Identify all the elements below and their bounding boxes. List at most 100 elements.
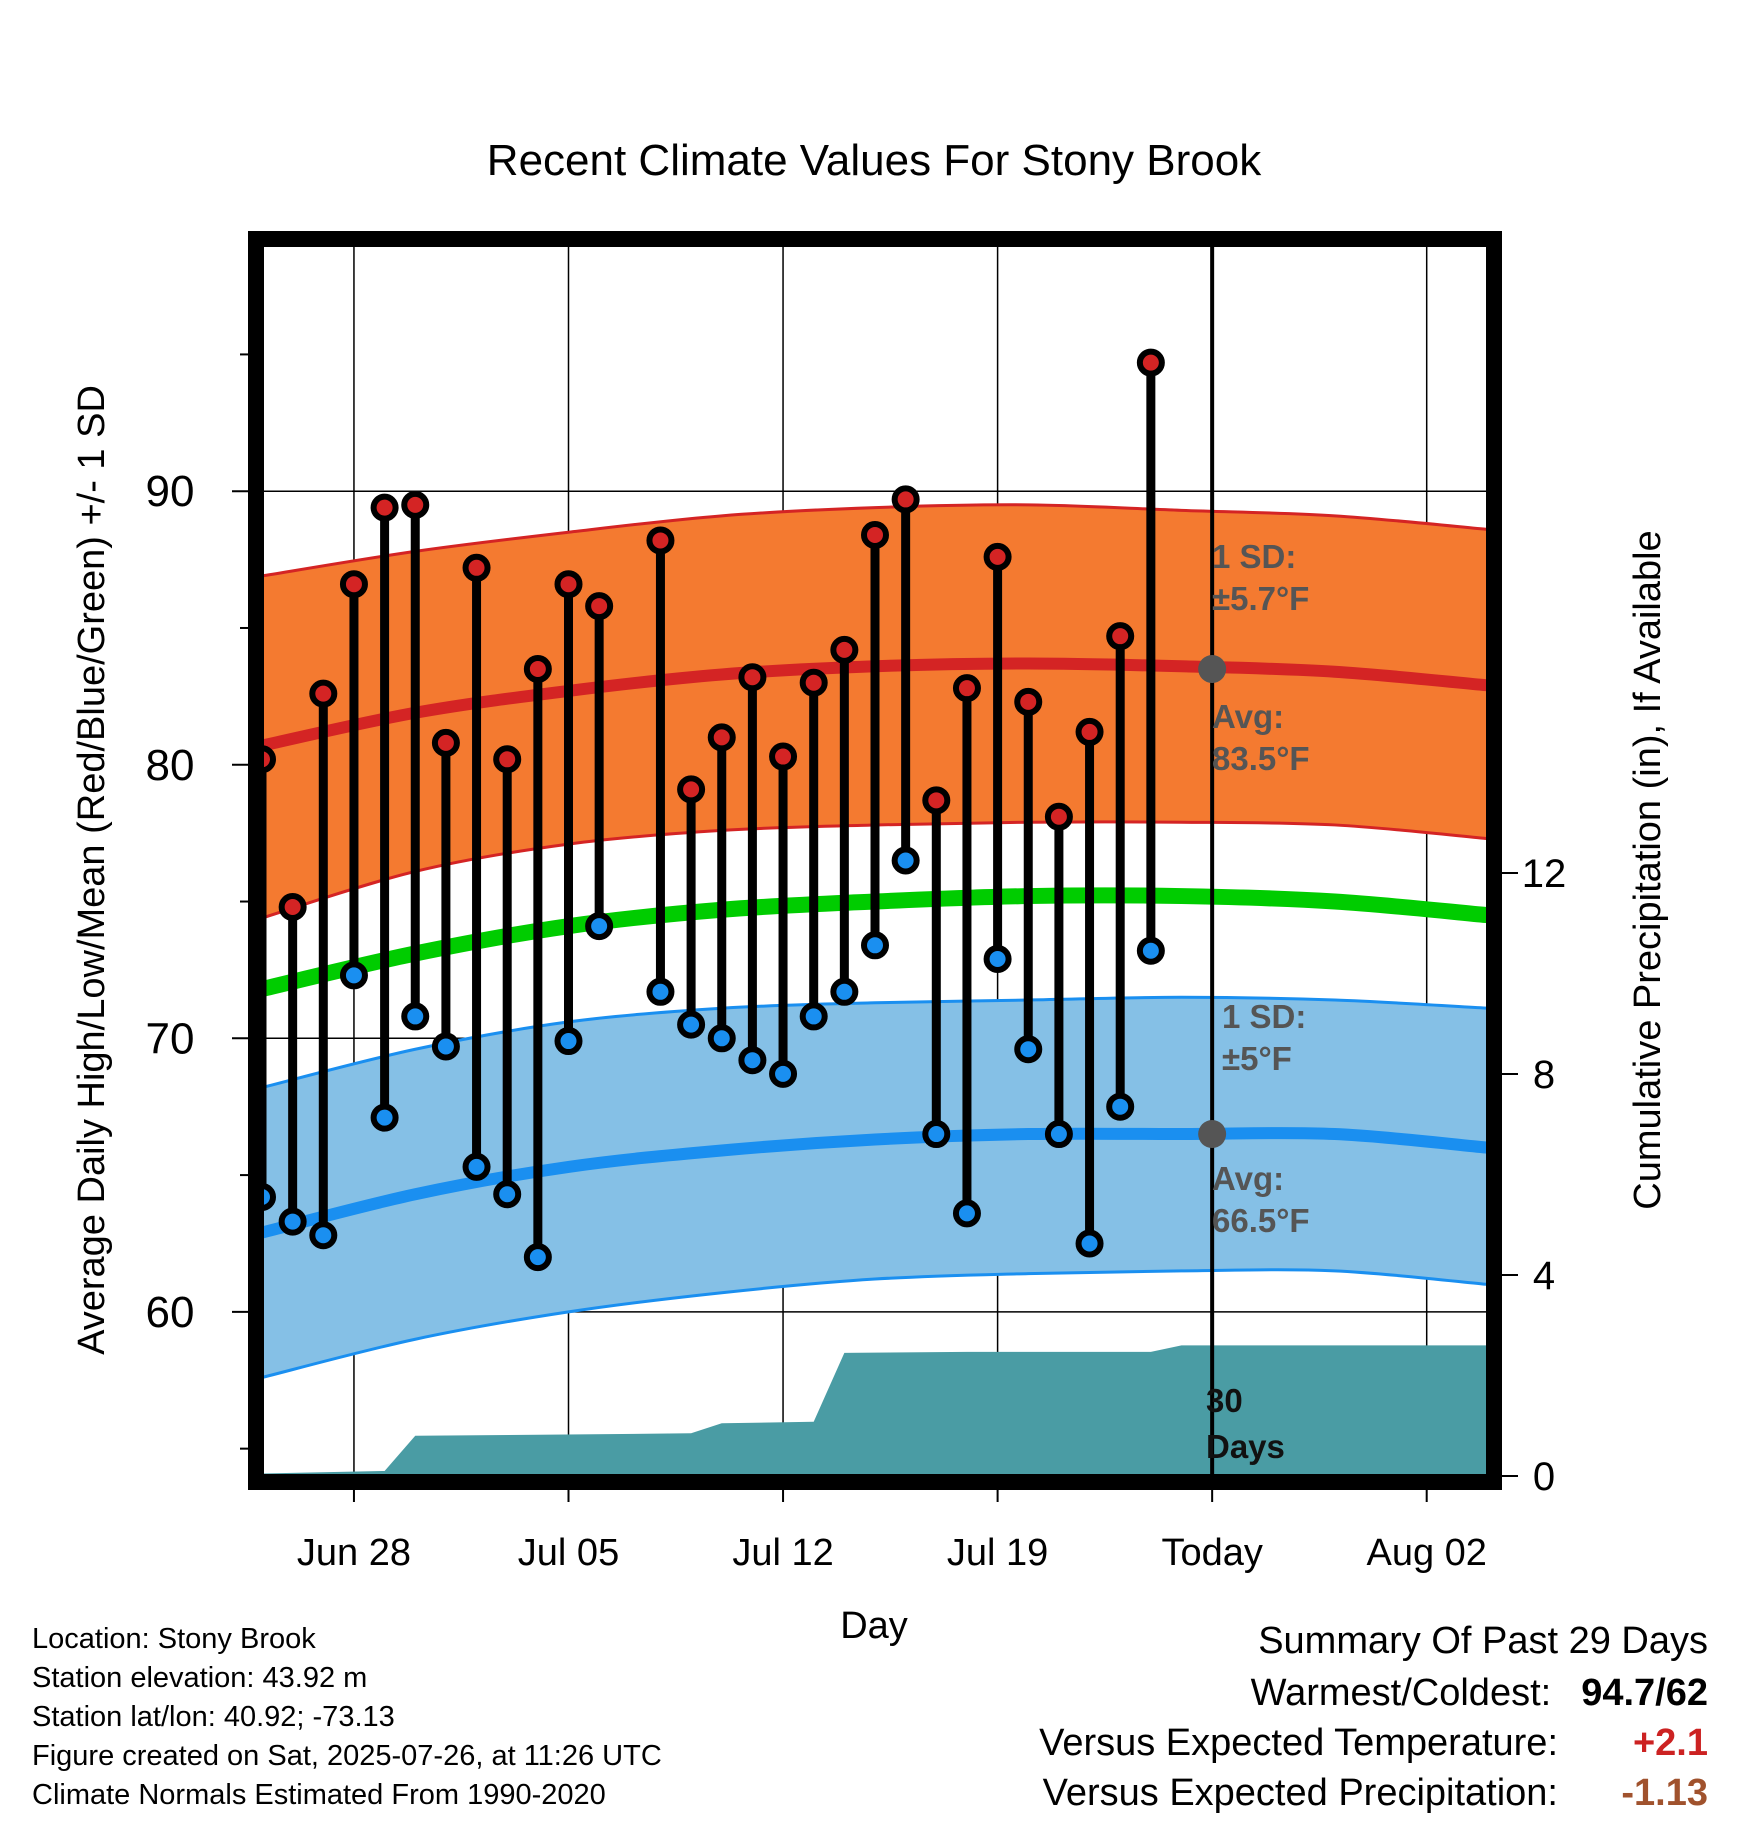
- precipitation-area: [262, 1345, 1488, 1476]
- day-high-point-28: [1106, 622, 1135, 651]
- day-high-point-6: [431, 728, 460, 757]
- y-tick-label-3: 90: [146, 467, 195, 516]
- x-tick-label-4: Today: [1161, 1532, 1262, 1574]
- day-high-point-10: [554, 570, 583, 599]
- plot-frame: [248, 231, 1502, 1490]
- day-low-point-22: [922, 1120, 951, 1149]
- day-high-point-17: [769, 742, 798, 771]
- station-info: Location: Stony Brook Station elevation:…: [32, 1620, 662, 1815]
- day-low-point-9: [523, 1243, 552, 1272]
- today-high-avg-marker: [1198, 655, 1227, 684]
- plot-border: [248, 231, 1502, 1490]
- low-avg-value: 66.5°F: [1212, 1202, 1310, 1239]
- y2-tick-label-1: 4: [1533, 1254, 1555, 1298]
- y2-tick-label-2: 8: [1533, 1053, 1555, 1097]
- y-tick-label-2: 80: [146, 741, 195, 790]
- summary-panel: Summary Of Past 29 Days Warmest/Coldest:…: [948, 1616, 1708, 1818]
- day-low-point-1: [278, 1207, 307, 1236]
- days-count: 30: [1206, 1382, 1243, 1419]
- day-low-point-8: [493, 1180, 522, 1209]
- elevation-text: Station elevation: 43.92 m: [32, 1662, 368, 1694]
- y-left-axis-label: Average Daily High/Low/Mean (Red/Blue/Gr…: [71, 385, 113, 1355]
- day-low-point-28: [1106, 1092, 1135, 1121]
- day-low-point-27: [1075, 1229, 1104, 1258]
- low-sd-value: ±5°F: [1222, 1040, 1292, 1077]
- x-axis-label: Day: [840, 1605, 908, 1647]
- day-high-point-3: [339, 570, 368, 599]
- day-low-point-24: [983, 944, 1012, 973]
- y2-tick-label-0: 0: [1533, 1455, 1555, 1499]
- day-low-point-7: [462, 1152, 491, 1181]
- day-low-point-15: [707, 1024, 736, 1053]
- y-tick-label-1: 70: [146, 1014, 195, 1063]
- day-high-point-20: [861, 520, 889, 549]
- day-low-point-20: [861, 931, 889, 960]
- summary-temp: Versus Expected Temperature: +2.1: [948, 1718, 1708, 1768]
- day-low-point-11: [585, 912, 614, 941]
- precip-area: [262, 1345, 1488, 1476]
- precip-value: -1.13: [1621, 1772, 1708, 1814]
- temp-value: +2.1: [1632, 1722, 1708, 1764]
- day-low-point-14: [677, 1010, 706, 1039]
- days-label: Days: [1206, 1428, 1285, 1465]
- low-sd-label: 1 SD:: [1222, 998, 1306, 1035]
- day-low-point-6: [431, 1032, 460, 1061]
- day-high-point-25: [1014, 687, 1043, 716]
- precip-label: Versus Expected Precipitation:: [1042, 1772, 1558, 1814]
- x-tick-label-0: Jun 28: [297, 1532, 411, 1574]
- day-high-point-8: [493, 745, 522, 774]
- day-low-point-29: [1136, 936, 1165, 965]
- day-low-point-4: [370, 1103, 399, 1132]
- y-tick-label-0: 60: [146, 1288, 195, 1337]
- day-high-point-7: [462, 553, 491, 582]
- day-high-point-13: [646, 526, 675, 555]
- warm-cold-value: 94.7/62: [1581, 1672, 1708, 1714]
- today-low-avg-marker: [1198, 1120, 1227, 1149]
- low-average-line: [260, 1127, 1489, 1239]
- day-high-point-14: [677, 775, 706, 804]
- day-low-point-5: [401, 1002, 430, 1031]
- high-sd-value: ±5.7°F: [1212, 580, 1309, 617]
- day-high-point-21: [891, 485, 920, 514]
- today-line: [1198, 245, 1227, 1476]
- day-high-point-27: [1075, 717, 1104, 746]
- day-low-point-25: [1014, 1035, 1043, 1064]
- day-low-point-18: [799, 1002, 828, 1031]
- x-tick-label-1: Jul 05: [518, 1532, 619, 1574]
- day-low-point-19: [830, 977, 859, 1006]
- y2-tick-label-3: 12: [1522, 852, 1567, 896]
- day-high-point-22: [922, 786, 951, 815]
- day-high-point-16: [738, 663, 767, 692]
- location-text: Location: Stony Brook: [32, 1623, 316, 1655]
- temp-label: Versus Expected Temperature:: [1039, 1722, 1558, 1764]
- day-high-point-2: [309, 679, 338, 708]
- day-low-point-26: [1044, 1120, 1073, 1149]
- low-avg-label: Avg:: [1212, 1160, 1284, 1197]
- day-high-point-26: [1044, 802, 1073, 831]
- day-high-point-1: [278, 893, 307, 922]
- summary-warm-cold: Warmest/Coldest: 94.7/62: [948, 1668, 1708, 1718]
- day-high-point-29: [1136, 348, 1165, 377]
- day-low-point-2: [309, 1221, 338, 1250]
- summary-precip: Versus Expected Precipitation: -1.13: [948, 1768, 1708, 1818]
- day-low-point-3: [339, 961, 368, 990]
- day-low-point-16: [738, 1046, 767, 1075]
- warm-cold-label: Warmest/Coldest:: [1250, 1672, 1552, 1714]
- y-right-axis-label: Cumulative Precipitation (in), If Availa…: [1627, 530, 1669, 1209]
- x-tick-label-3: Jul 19: [947, 1532, 1048, 1574]
- day-low-point-10: [554, 1027, 583, 1056]
- day-low-point-17: [769, 1059, 798, 1088]
- day-high-point-9: [523, 655, 552, 684]
- high-avg-value: 83.5°F: [1212, 740, 1310, 777]
- day-high-point-18: [799, 668, 828, 697]
- summary-heading: Summary Of Past 29 Days: [1258, 1620, 1708, 1662]
- created-text: Figure created on Sat, 2025-07-26, at 11…: [32, 1740, 662, 1772]
- latlon-text: Station lat/lon: 40.92; -73.13: [32, 1701, 395, 1733]
- day-low-point-23: [952, 1199, 981, 1228]
- high-sd-label: 1 SD:: [1212, 538, 1296, 575]
- annotations: 1 SD: ±5.7°F Avg: 83.5°F 1 SD: ±5°F Avg:…: [1206, 538, 1310, 1465]
- axis-ticks: Jun 28 Jul 05 Jul 12 Jul 19 Today Aug 02 60 70 8…: [146, 353, 1567, 1574]
- day-high-point-19: [830, 635, 859, 664]
- day-high-point-15: [707, 723, 736, 752]
